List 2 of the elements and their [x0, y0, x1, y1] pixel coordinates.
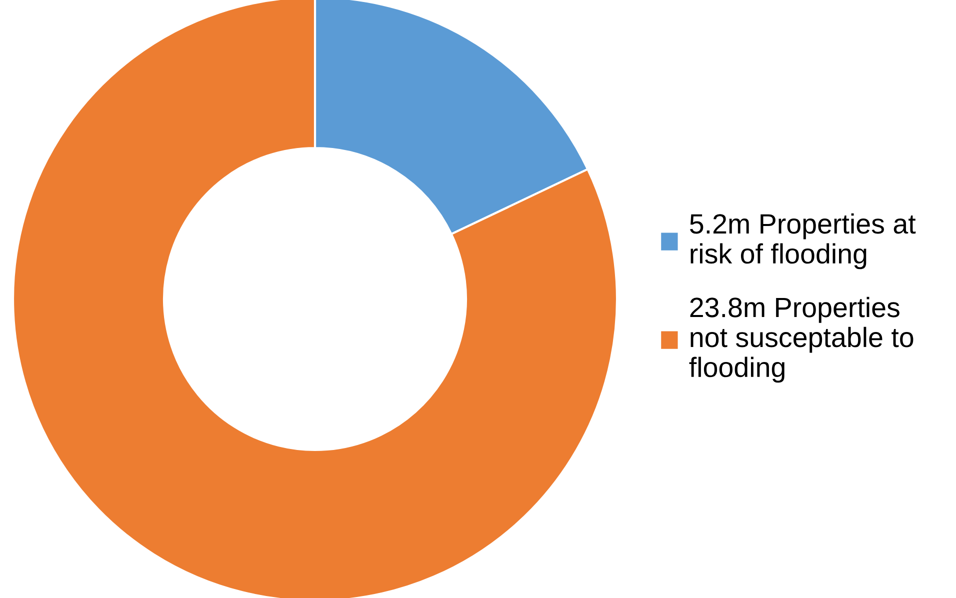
legend-label: 23.8m Properties not susceptable to flooding [689, 296, 914, 383]
legend-label: 5.2m Properties at risk of flooding [690, 213, 916, 270]
